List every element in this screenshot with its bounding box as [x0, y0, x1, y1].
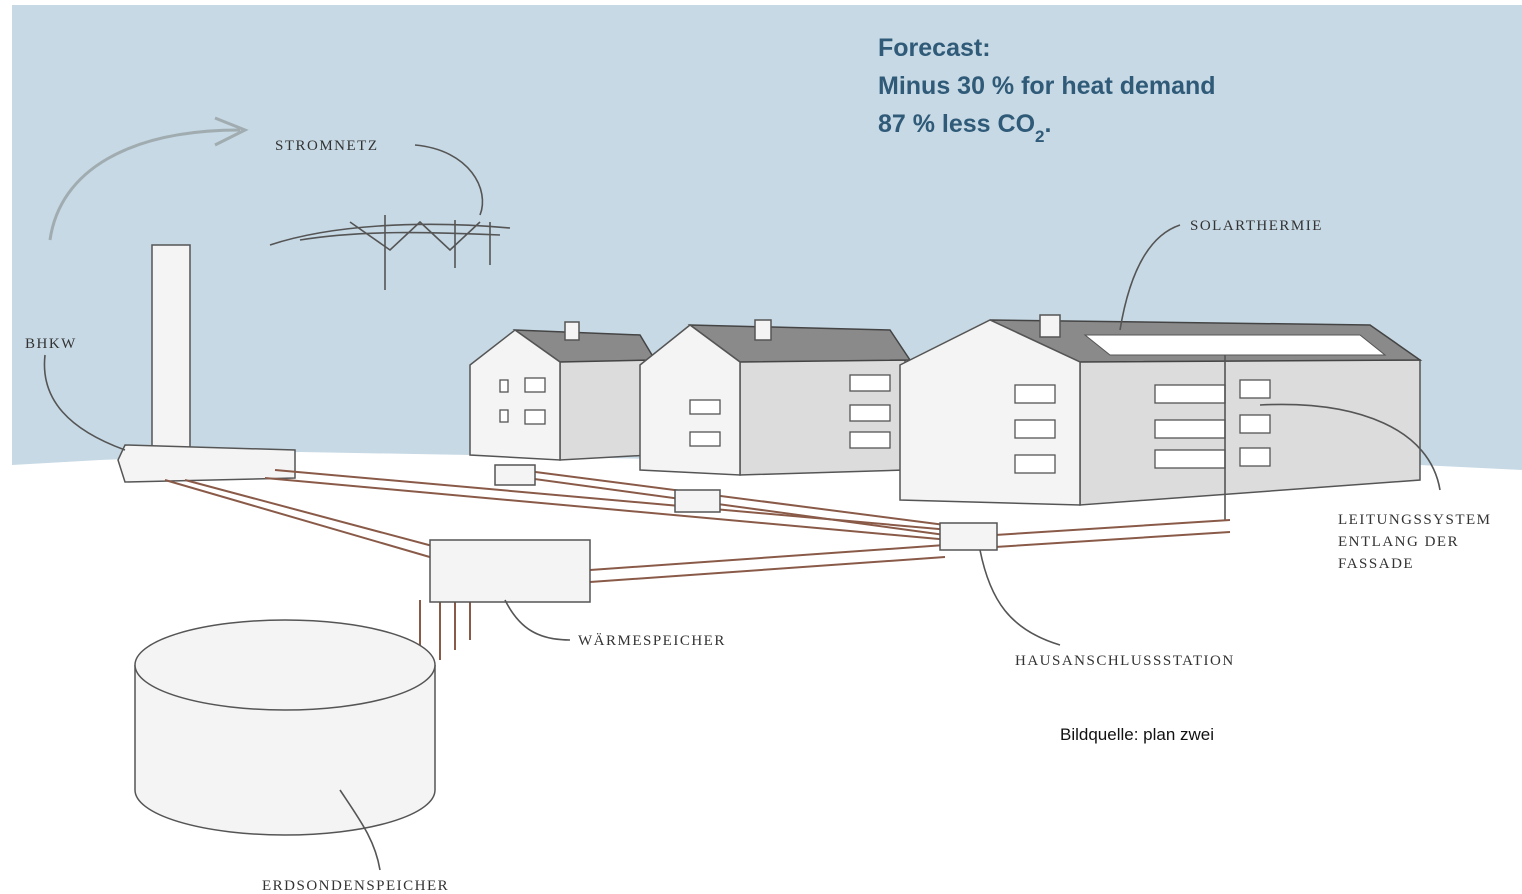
label: WÄRMESPEICHER — [578, 632, 726, 649]
solar-panel — [1085, 335, 1385, 355]
building-3 — [900, 315, 1420, 520]
source: Bildquelle: plan zwei — [1060, 725, 1214, 744]
label: ERDSONDENSPEICHER — [262, 878, 449, 894]
label: STROMNETZ — [275, 138, 379, 154]
forecast-title: Forecast: — [878, 34, 991, 62]
text: 87 % less CO — [878, 110, 1035, 138]
leader — [980, 550, 1060, 645]
waermespeicher-box — [430, 540, 590, 602]
diagram: Forecast: Minus 30 % for heat demand 87 … — [0, 0, 1522, 894]
label: HAUSANSCHLUSSSTATION — [1015, 653, 1235, 669]
subscript: 2 — [1035, 127, 1044, 146]
label: SOLARTHERMIE — [1190, 218, 1323, 234]
tank — [135, 620, 435, 835]
building-1 — [470, 322, 655, 460]
station-box — [675, 490, 720, 512]
building-2 — [640, 320, 910, 475]
text: . — [1045, 110, 1052, 138]
label: FASSADE — [1338, 556, 1414, 572]
label: LEITUNGSSYSTEM — [1338, 512, 1492, 528]
label: ENTLANG DER — [1338, 534, 1459, 550]
chimney — [152, 245, 190, 450]
leader — [505, 600, 570, 640]
station-box — [495, 465, 535, 485]
forecast-line: Minus 30 % for heat demand — [878, 72, 1216, 100]
label: BHKW — [25, 336, 77, 352]
station-box — [940, 523, 997, 550]
bhkw-box — [118, 445, 295, 482]
